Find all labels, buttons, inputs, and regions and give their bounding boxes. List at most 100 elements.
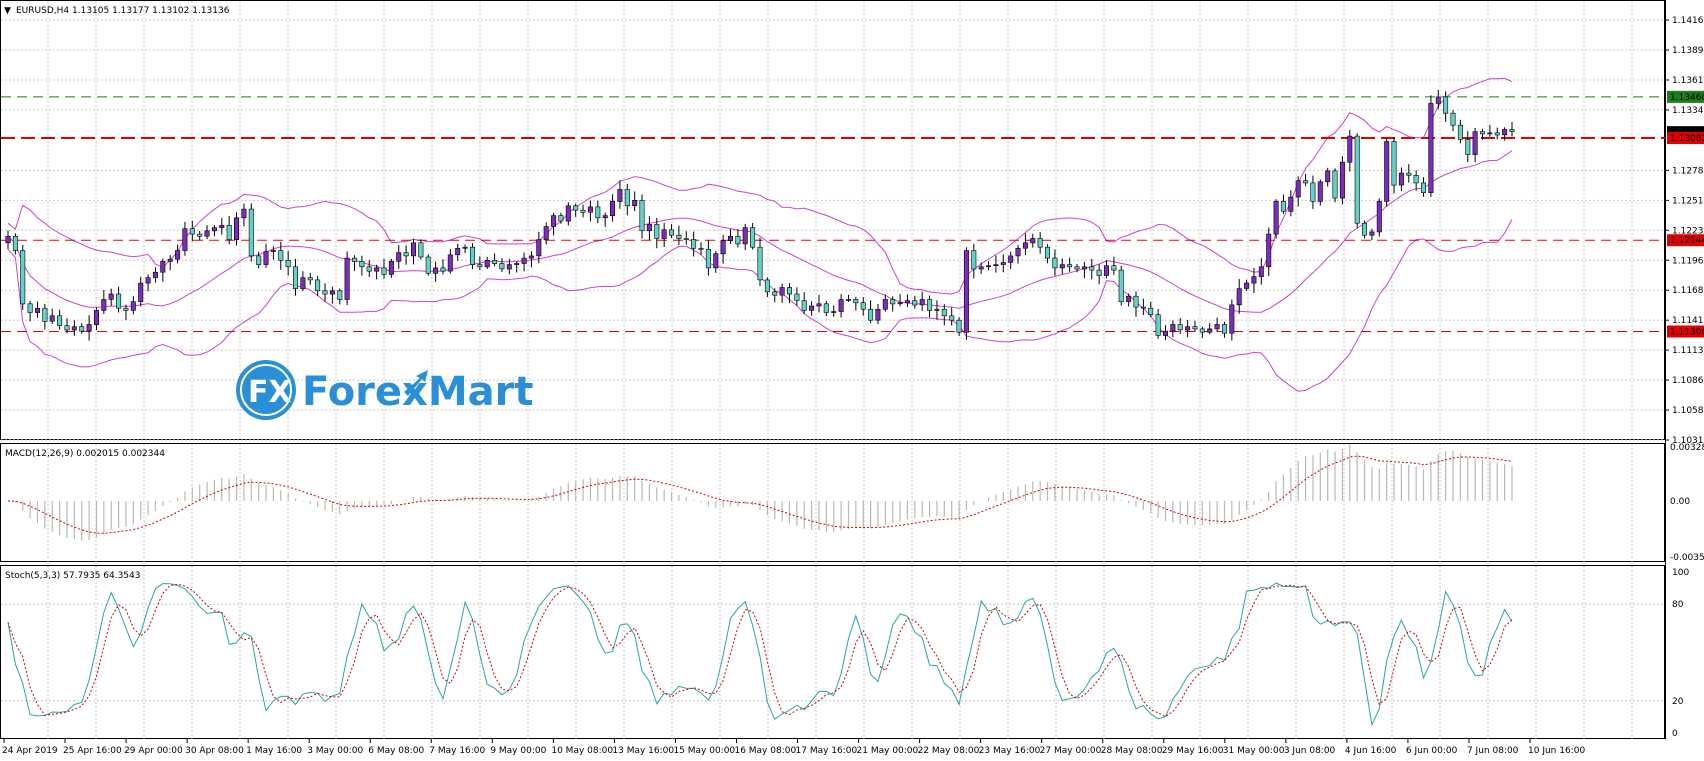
candle-body[interactable] xyxy=(116,293,122,309)
candle-body[interactable] xyxy=(5,236,11,244)
candle-body[interactable] xyxy=(1258,266,1264,277)
candle-body[interactable] xyxy=(1170,324,1176,332)
candle-body[interactable] xyxy=(270,250,276,252)
candle-body[interactable] xyxy=(1295,180,1301,198)
candle-body[interactable] xyxy=(1074,266,1080,270)
candle-body[interactable] xyxy=(1236,288,1242,306)
candle-body[interactable] xyxy=(845,299,851,301)
candle-body[interactable] xyxy=(344,257,350,300)
candle-body[interactable] xyxy=(882,299,888,310)
candle-body[interactable] xyxy=(742,227,748,245)
candle-body[interactable] xyxy=(1008,255,1014,263)
candle-body[interactable] xyxy=(1509,129,1515,133)
candle-body[interactable] xyxy=(683,238,689,240)
candle-body[interactable] xyxy=(410,242,416,257)
candle-body[interactable] xyxy=(263,251,269,265)
candle-body[interactable] xyxy=(956,319,962,333)
candle-body[interactable] xyxy=(528,255,534,259)
candle-body[interactable] xyxy=(506,264,512,270)
candle-body[interactable] xyxy=(204,230,210,237)
candle-body[interactable] xyxy=(838,299,844,312)
candle-body[interactable] xyxy=(20,250,26,305)
candle-body[interactable] xyxy=(713,253,719,269)
candle-body[interactable] xyxy=(757,246,763,281)
candle-body[interactable] xyxy=(985,265,991,268)
candle-body[interactable] xyxy=(668,229,674,236)
candle-body[interactable] xyxy=(182,228,188,251)
candle-body[interactable] xyxy=(57,315,63,326)
candle-body[interactable] xyxy=(661,229,667,239)
candle-body[interactable] xyxy=(949,315,955,321)
candle-body[interactable] xyxy=(801,300,807,311)
candle-body[interactable] xyxy=(1391,141,1397,186)
candle-body[interactable] xyxy=(1126,295,1132,302)
candle-body[interactable] xyxy=(1059,264,1065,269)
candle-body[interactable] xyxy=(300,277,306,289)
candle-body[interactable] xyxy=(1222,324,1228,334)
candle-body[interactable] xyxy=(256,255,262,265)
candle-body[interactable] xyxy=(1398,172,1404,186)
candle-body[interactable] xyxy=(145,277,151,284)
candle-body[interactable] xyxy=(351,257,357,262)
candle-body[interactable] xyxy=(1089,266,1095,271)
candle-body[interactable] xyxy=(823,303,829,313)
candle-body[interactable] xyxy=(831,311,837,313)
candle-body[interactable] xyxy=(42,307,48,322)
candle-body[interactable] xyxy=(1199,328,1205,333)
candle-body[interactable] xyxy=(565,205,571,222)
candle-body[interactable] xyxy=(1494,132,1500,136)
candle-body[interactable] xyxy=(307,277,313,281)
candle-body[interactable] xyxy=(609,201,615,216)
candle-body[interactable] xyxy=(1435,96,1441,104)
candle-body[interactable] xyxy=(602,215,608,219)
candle-body[interactable] xyxy=(425,256,431,274)
candle-body[interactable] xyxy=(101,299,107,311)
candle-body[interactable] xyxy=(698,248,704,250)
candle-body[interactable] xyxy=(514,263,520,265)
candle-body[interactable] xyxy=(329,290,335,295)
candle-body[interactable] xyxy=(1185,326,1191,331)
candle-body[interactable] xyxy=(978,266,984,270)
candle-body[interactable] xyxy=(211,227,217,232)
candle-body[interactable] xyxy=(654,224,660,239)
candle-body[interactable] xyxy=(1354,135,1360,224)
candle-body[interactable] xyxy=(927,299,933,311)
candle-body[interactable] xyxy=(1332,170,1338,199)
candle-body[interactable] xyxy=(543,226,549,240)
candle-body[interactable] xyxy=(248,208,254,257)
candle-body[interactable] xyxy=(484,259,490,268)
macd-pane[interactable] xyxy=(0,443,1665,562)
candle-body[interactable] xyxy=(639,200,645,232)
candle-body[interactable] xyxy=(816,303,822,307)
candle-body[interactable] xyxy=(1376,201,1382,233)
candle-body[interactable] xyxy=(573,205,579,211)
candle-body[interactable] xyxy=(1325,170,1331,183)
candle-body[interactable] xyxy=(1045,246,1051,259)
candle-body[interactable] xyxy=(1163,330,1169,336)
candle-body[interactable] xyxy=(315,279,321,292)
candle-body[interactable] xyxy=(433,267,439,274)
candle-body[interactable] xyxy=(595,206,601,219)
candle-body[interactable] xyxy=(322,290,328,295)
candle-body[interactable] xyxy=(794,293,800,301)
candle-body[interactable] xyxy=(624,189,630,207)
candle-body[interactable] xyxy=(1457,124,1463,140)
candle-body[interactable] xyxy=(219,225,225,228)
candle-body[interactable] xyxy=(27,303,33,313)
candle-body[interactable] xyxy=(551,215,557,227)
candle-body[interactable] xyxy=(1118,269,1124,303)
candle-body[interactable] xyxy=(197,233,203,237)
candle-body[interactable] xyxy=(993,264,999,267)
candle-body[interactable] xyxy=(462,246,468,249)
candle-body[interactable] xyxy=(189,228,195,235)
candle-body[interactable] xyxy=(1428,103,1434,194)
candle-body[interactable] xyxy=(440,267,446,272)
candle-body[interactable] xyxy=(34,307,40,313)
candle-body[interactable] xyxy=(536,239,542,257)
candle-body[interactable] xyxy=(1487,132,1493,135)
candle-body[interactable] xyxy=(1030,238,1036,244)
candle-body[interactable] xyxy=(285,259,291,268)
candle-body[interactable] xyxy=(853,299,859,304)
candle-body[interactable] xyxy=(617,189,623,202)
candle-body[interactable] xyxy=(1096,269,1102,276)
